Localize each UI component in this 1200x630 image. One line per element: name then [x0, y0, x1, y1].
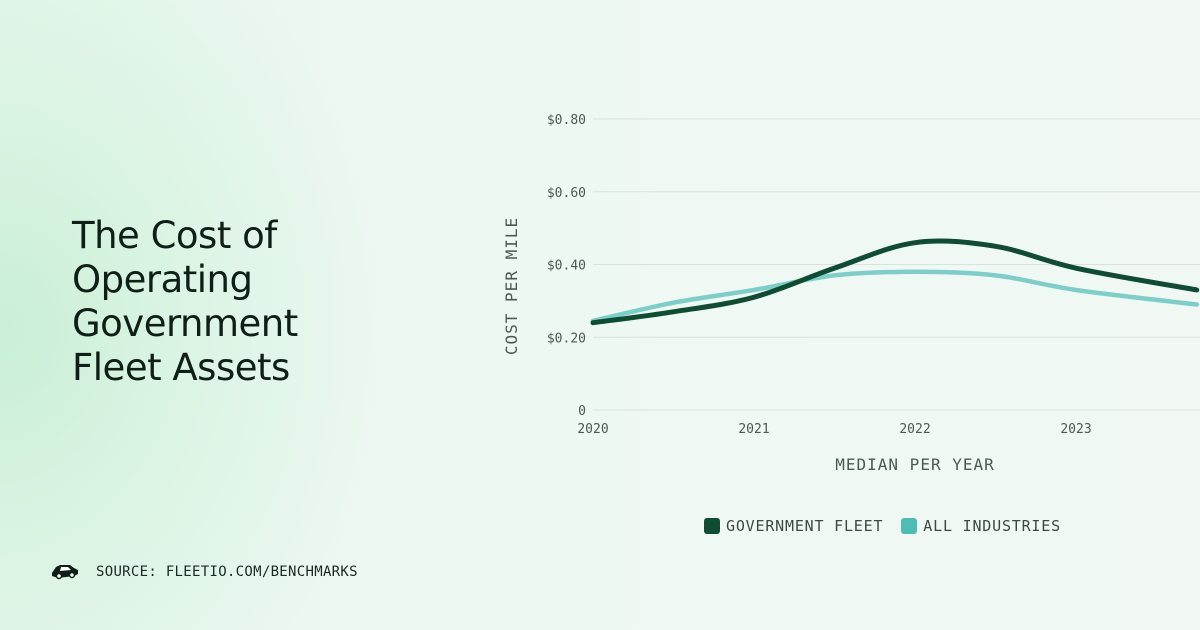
y-tick-label: 0 [578, 404, 586, 419]
fleet-vehicle-icon [50, 559, 80, 585]
source-text: SOURCE: FLEETIO.COM/BENCHMARKS [96, 564, 358, 580]
x-tick-label: 2023 [1060, 422, 1091, 437]
legend-item-industries: ALL INDUSTRIES [901, 517, 1061, 535]
title-line-4: Fleet Assets [72, 346, 290, 389]
y-tick-label: $0.80 [547, 113, 586, 128]
x-axis-label: MEDIAN PER YEAR [835, 455, 995, 474]
title-line-1: The Cost of [72, 214, 277, 257]
y-tick-label: $0.20 [547, 331, 586, 346]
legend-swatch-government [704, 518, 720, 534]
source-attribution: SOURCE: FLEETIO.COM/BENCHMARKS [50, 561, 358, 583]
all-industries-line [590, 269, 1199, 324]
page-title: The Cost of Operating Government Fleet A… [72, 214, 402, 390]
government-fleet-line [590, 238, 1200, 326]
x-tick-label: 2022 [899, 422, 930, 437]
legend-label-industries: ALL INDUSTRIES [923, 517, 1061, 535]
x-tick-label: 2021 [738, 422, 769, 437]
series-lines [590, 238, 1200, 326]
legend-label-government: GOVERNMENT FLEET [726, 517, 884, 535]
x-tick-label: 2020 [577, 422, 608, 437]
title-line-3: Government [72, 302, 298, 345]
y-axis-label: COST PER MILE [502, 217, 521, 355]
legend-swatch-industries [901, 518, 918, 534]
y-tick-label: $0.60 [547, 186, 586, 201]
title-line-2: Operating [72, 258, 253, 301]
axis-ticks: 0 $0.20 $0.40 $0.60 $0.80 2020 2021 2022 2023 [547, 113, 1092, 437]
legend-item-government: GOVERNMENT FLEET [704, 517, 883, 535]
chart-legend: GOVERNMENT FLEET ALL INDUSTRIES [704, 517, 1061, 535]
grid-lines [593, 118, 1200, 411]
y-tick-label: $0.40 [547, 259, 586, 274]
